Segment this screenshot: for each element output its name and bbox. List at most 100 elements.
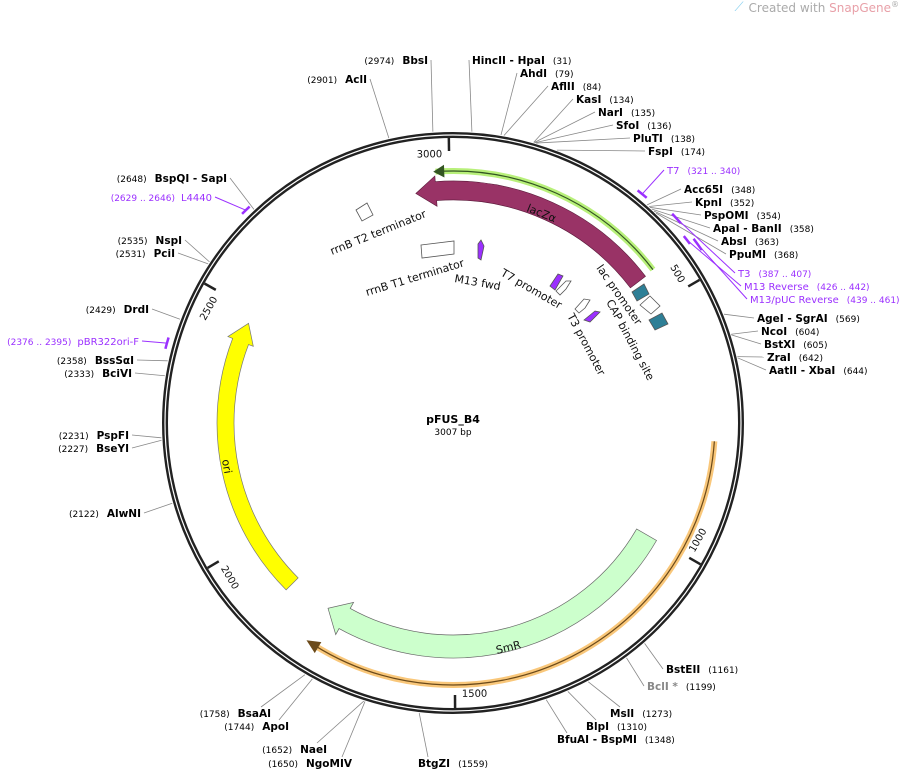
primer-site[interactable]: (2376 .. 2395) pBR322ori-F [7,337,139,348]
primer-name: L4440 [181,193,212,204]
primer-binding-arc[interactable] [682,235,691,245]
enzyme-leader-line [134,372,165,377]
feature-lac-operator[interactable] [639,295,661,315]
enzyme-site[interactable]: NcoI (604) [761,326,819,338]
primer-binding-arc[interactable] [241,205,251,215]
enzyme-name: BseYI [96,443,129,455]
label-smr: SmR [495,638,523,657]
enzyme-site[interactable]: KpnI (352) [695,197,754,209]
primer-site[interactable]: M13/pUC Reverse (439 .. 461) [750,295,900,306]
primer-sites: T7 (321 .. 340) T3 (387 .. 407) M13 Reverse (… [7,166,900,350]
enzyme-position: (358) [790,225,814,235]
enzyme-site[interactable]: (1650) NgoMIV [268,758,353,770]
watermark-prefix: Created with [748,1,830,15]
enzyme-site[interactable]: (2531) PciI [116,248,175,260]
enzyme-position: (1199) [686,683,716,693]
enzyme-site[interactable]: PspOMI (354) [704,210,781,222]
feature-smr[interactable] [327,528,657,659]
enzyme-position: (135) [631,109,655,119]
enzyme-name: NcoI [761,326,787,338]
enzyme-name: HincII - HpaI [472,55,545,67]
enzyme-site[interactable]: PpuMI (368) [729,249,798,261]
enzyme-site[interactable]: AgeI - SgrAI (569) [757,313,860,325]
enzyme-site[interactable]: (2974) BbsI [364,55,428,67]
enzyme-site[interactable]: FspI (174) [648,146,705,158]
primer-name: pBR322ori-F [77,337,139,348]
enzyme-site[interactable]: BstXI (605) [764,339,827,351]
feature-lacza[interactable] [415,175,646,289]
enzyme-site[interactable]: PluTI (138) [633,133,695,145]
feature-rrnb-t2-box[interactable] [355,202,374,222]
enzyme-position: (1310) [617,723,647,733]
enzyme-site[interactable]: NarI (135) [598,107,655,119]
enzyme-name: BclI * [647,681,678,693]
enzyme-site[interactable]: (2227) BseYI [58,443,129,455]
enzyme-site[interactable]: (2122) AlwNI [69,508,141,520]
enzyme-name: BstXI [764,339,795,351]
tick-500 [687,278,701,288]
enzyme-name: BfuAI - BspMI [557,734,637,746]
enzyme-site[interactable]: MslI (1273) [610,708,672,720]
primer-range: (426 .. 442) [817,283,870,293]
enzyme-site[interactable]: (2535) NspI [118,235,182,247]
enzyme-site[interactable]: AflII (84) [551,81,601,93]
snapgene-watermark: ⟋ Created with SnapGene® [734,0,899,15]
enzyme-site[interactable]: BlpI (1310) [586,721,647,733]
enzyme-site[interactable]: AhdI (79) [520,68,574,80]
primer-site[interactable]: T7 (321 .. 340) [666,166,740,177]
enzyme-leader-line [653,210,719,242]
enzyme-leader-line [626,657,645,687]
enzyme-site[interactable]: SfoI (136) [616,120,671,132]
orange-feature-arrowhead [306,640,322,654]
enzyme-site[interactable]: AbsI (363) [721,236,779,248]
primer-site[interactable]: T3 (387 .. 407) [737,269,811,280]
enzyme-site[interactable]: BtgZI (1559) [418,758,488,770]
enzyme-site[interactable]: KasI (134) [576,94,634,106]
feature-t3-primer[interactable] [583,310,601,323]
enzyme-name: PluTI [633,133,663,145]
enzyme-site[interactable]: (2231) PspFI [59,430,129,442]
primer-binding-arc[interactable] [636,189,648,199]
enzyme-position: (352) [730,199,754,209]
enzyme-site[interactable]: HincII - HpaI (31) [472,55,571,67]
enzyme-position: (2648) [117,175,147,185]
enzyme-position: (368) [774,251,798,261]
orange-feature-line[interactable] [313,441,715,686]
feature-t7-promoter[interactable] [555,280,572,296]
enzyme-site[interactable]: (1758) BsaAI [200,708,271,720]
feature-cap-binding-site[interactable] [648,312,669,331]
enzyme-site[interactable]: (1652) NaeI [262,744,327,756]
feature-t3-promoter[interactable] [574,298,591,314]
enzyme-site[interactable]: BclI * (1199) [647,681,716,693]
enzyme-name: NspI [156,235,182,247]
primer-site[interactable]: (2629 .. 2646) L4440 [111,193,212,204]
plasmid-length: 3007 bp [434,428,471,438]
enzyme-site[interactable]: (2648) BspQI - SapI [117,173,227,185]
enzyme-site[interactable]: BfuAI - BspMI (1348) [557,734,675,746]
feature-m13-fwd[interactable] [477,239,485,261]
enzyme-site[interactable]: ApaI - BanII (358) [713,223,814,235]
enzyme-leader-line [731,330,759,335]
feature-ori[interactable] [216,322,299,591]
primer-name: T7 [666,166,679,177]
enzyme-site[interactable]: (2333) BciVI [64,368,132,380]
enzyme-leader-line [648,201,693,207]
enzyme-name: PciI [154,248,175,260]
enzyme-site[interactable]: (1744) ApoI [224,721,289,733]
enzyme-site[interactable]: (2901) AclI [307,74,367,86]
feature-lac-promoter[interactable] [631,283,650,302]
feature-t7-primer[interactable] [549,273,564,291]
enzyme-site[interactable]: Acc65I (348) [684,184,755,196]
feature-rrnb-t1-box[interactable] [420,240,455,259]
enzyme-site[interactable]: AatII - XbaI (644) [769,365,868,377]
enzyme-position: (569) [836,315,860,325]
enzyme-site[interactable]: (2358) BssSαI [57,355,134,367]
enzyme-site[interactable]: ZraI (642) [767,352,823,364]
enzyme-leader-line [588,681,621,708]
enzyme-leader-line [545,699,568,734]
enzyme-leader-line [534,124,614,144]
primer-site[interactable]: M13 Reverse (426 .. 442) [744,282,870,293]
enzyme-site[interactable]: BstEII (1161) [666,664,738,676]
enzyme-name: BciVI [102,368,132,380]
enzyme-site[interactable]: (2429) DrdI [86,304,149,316]
